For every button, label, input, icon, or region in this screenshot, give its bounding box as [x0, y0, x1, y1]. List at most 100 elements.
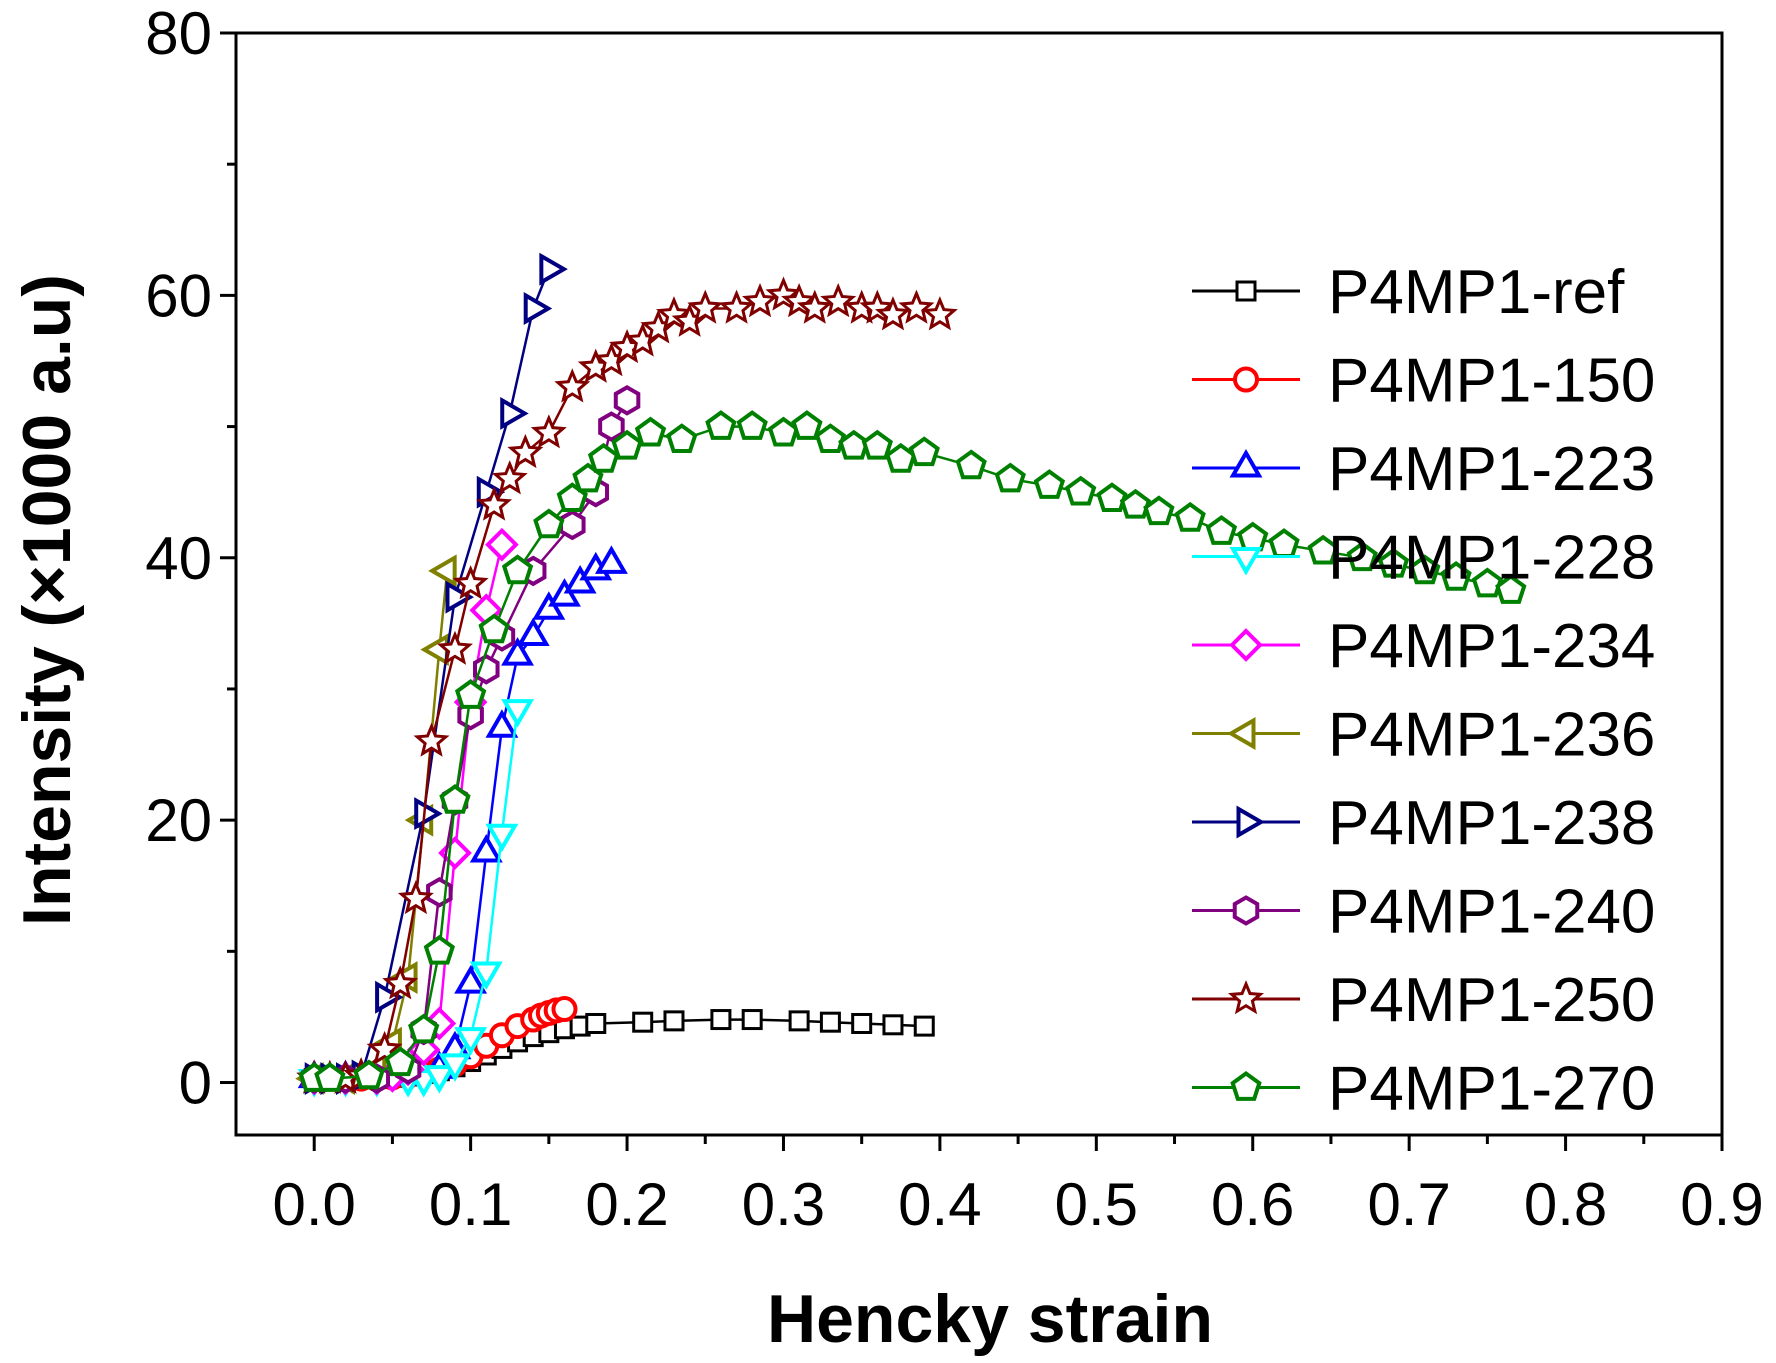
- series-line-p4mp1-234: [314, 544, 504, 1080]
- data-point-p4mp1-ref: [851, 1012, 873, 1034]
- data-point-p4mp1-ref: [710, 1009, 732, 1031]
- data-point-p4mp1-250: [437, 630, 473, 665]
- data-point-p4mp1-228: [422, 1065, 456, 1094]
- y-axis: 0 20 40 60 80: [145, 0, 236, 1117]
- legend-marker: [1229, 547, 1263, 576]
- data-point-p4mp1-250: [820, 283, 857, 318]
- y-tick-label: 40: [145, 525, 212, 592]
- x-tick-label: 0.3: [742, 1171, 825, 1238]
- x-tick-label: 0.9: [1680, 1171, 1763, 1238]
- y-tick-label: 60: [145, 262, 212, 329]
- legend-marker: [1229, 628, 1263, 662]
- data-point-p4mp1-223: [516, 617, 550, 646]
- x-tick-label: 0.0: [272, 1171, 355, 1238]
- y-tick-label: 0: [179, 1050, 212, 1117]
- data-point-p4mp1-236: [428, 554, 457, 588]
- data-point-p4mp1-270: [533, 508, 565, 539]
- data-point-p4mp1-228: [438, 1053, 472, 1082]
- data-point-p4mp1-240: [559, 509, 586, 541]
- x-tick-label: 0.1: [429, 1171, 512, 1238]
- data-point-p4mp1-228: [469, 961, 503, 991]
- legend-item-p4mp1-240: P4MP1-240: [1192, 878, 1655, 947]
- data-point-p4mp1-228: [485, 823, 519, 853]
- data-point-p4mp1-270: [955, 449, 987, 480]
- legend-label: P4MP1-234: [1328, 612, 1655, 681]
- legend-label: P4MP1-150: [1328, 347, 1655, 416]
- legend-item-p4mp1-223: P4MP1-223: [1192, 435, 1655, 504]
- data-point-p4mp1-270: [408, 1013, 440, 1044]
- data-point-p4mp1-234: [485, 527, 519, 562]
- data-point-p4mp1-270: [423, 934, 456, 965]
- data-point-p4mp1-270: [587, 442, 620, 473]
- data-point-p4mp1-228: [454, 1027, 488, 1056]
- legend-item-p4mp1-228: P4MP1-228: [1192, 524, 1655, 593]
- legend-item-p4mp1-270: P4MP1-270: [1192, 1055, 1655, 1124]
- data-point-p4mp1-270: [1307, 534, 1339, 565]
- legend-item-p4mp1-236: P4MP1-236: [1192, 701, 1655, 770]
- legend-marker: [1235, 280, 1257, 302]
- data-point-p4mp1-270: [908, 436, 940, 467]
- data-point-p4mp1-270: [314, 1062, 346, 1092]
- data-point-p4mp1-270: [1237, 521, 1269, 552]
- x-tick-label: 0.4: [898, 1171, 981, 1238]
- data-point-p4mp1-250: [476, 486, 513, 521]
- data-point-p4mp1-ref: [819, 1011, 841, 1033]
- data-point-p4mp1-223: [485, 709, 519, 738]
- data-point-p4mp1-250: [898, 289, 935, 324]
- data-point-p4mp1-236: [420, 633, 449, 667]
- x-axis: 0.0 0.1 0.2 0.3 0.4 0.5 0.6 0.7 0.8 0.9: [272, 1135, 1764, 1238]
- legend-label: P4MP1-238: [1328, 789, 1655, 858]
- data-point-p4mp1-270: [1471, 567, 1504, 598]
- data-point-p4mp1-238: [414, 797, 443, 831]
- data-point-p4mp1-270: [1065, 475, 1097, 506]
- data-point-p4mp1-270: [814, 423, 847, 454]
- series-p4mp1-270: [298, 410, 1527, 1092]
- legend-label: P4MP1-223: [1328, 435, 1655, 504]
- data-point-p4mp1-270: [478, 613, 510, 644]
- data-point-p4mp1-250: [742, 283, 778, 318]
- data-point-p4mp1-238: [500, 396, 529, 430]
- legend-marker: [1233, 366, 1259, 393]
- data-point-p4mp1-223: [454, 965, 488, 994]
- data-point-p4mp1-270: [994, 462, 1026, 493]
- data-point-p4mp1-238: [375, 980, 404, 1014]
- legend-label: P4MP1-236: [1328, 701, 1655, 770]
- data-point-p4mp1-270: [1268, 528, 1300, 558]
- data-point-p4mp1-270: [1174, 501, 1206, 532]
- data-point-p4mp1-223: [594, 545, 628, 574]
- data-point-p4mp1-223: [469, 833, 503, 863]
- data-point-p4mp1-270: [736, 410, 768, 440]
- data-point-p4mp1-250: [554, 368, 591, 403]
- data-point-p4mp1-270: [1096, 482, 1128, 513]
- series-p4mp1-234: [297, 527, 519, 1096]
- data-point-p4mp1-270: [1143, 495, 1175, 526]
- data-point-p4mp1-270: [353, 1059, 385, 1090]
- series-layer: [295, 252, 1527, 1098]
- data-point-p4mp1-270: [439, 783, 471, 814]
- data-point-p4mp1-270: [634, 416, 667, 447]
- data-point-p4mp1-238: [523, 292, 553, 325]
- data-point-p4mp1-250: [921, 296, 958, 331]
- x-tick-label: 0.7: [1367, 1171, 1450, 1238]
- data-point-p4mp1-238: [445, 580, 474, 614]
- y-tick-label: 80: [145, 0, 212, 67]
- legend-marker: [1236, 805, 1266, 839]
- data-point-p4mp1-270: [1205, 515, 1238, 545]
- data-point-p4mp1-270: [1409, 554, 1441, 585]
- legend-marker: [1226, 717, 1256, 750]
- legend-marker: [1228, 980, 1264, 1015]
- data-point-p4mp1-ref: [632, 1011, 654, 1033]
- legend-marker: [1230, 1071, 1262, 1101]
- legend-item-p4mp1-238: P4MP1-238: [1192, 789, 1655, 858]
- legend-label: P4MP1-270: [1328, 1055, 1655, 1124]
- legend-label: P4MP1-240: [1328, 878, 1655, 947]
- data-point-p4mp1-250: [530, 414, 567, 449]
- data-point-p4mp1-250: [507, 433, 544, 469]
- data-point-p4mp1-270: [501, 554, 534, 585]
- legend-label: P4MP1-250: [1328, 966, 1655, 1035]
- series-p4mp1-250: [296, 276, 958, 1094]
- data-point-p4mp1-270: [1440, 560, 1472, 591]
- data-point-p4mp1-270: [861, 429, 893, 460]
- data-point-p4mp1-270: [454, 679, 487, 709]
